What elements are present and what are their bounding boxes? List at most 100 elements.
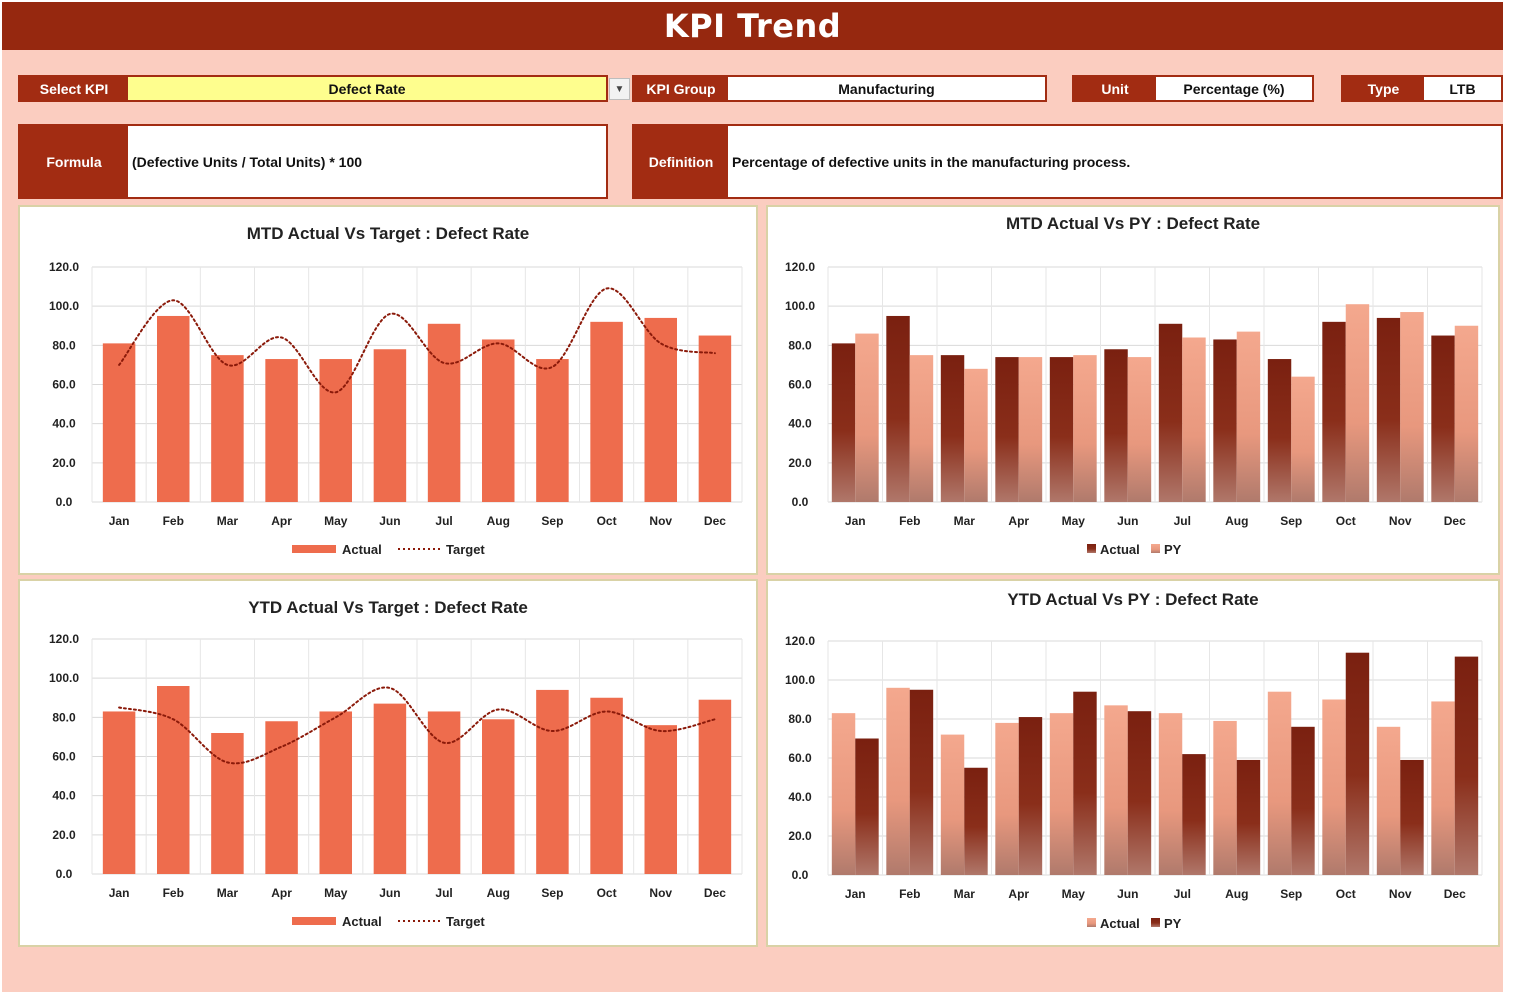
legend-label: Actual [342, 914, 382, 929]
x-tick-label: Jan [109, 514, 130, 528]
chart-ytd-actual-vs-py: YTD Actual Vs PY : Defect Rate 0.0 20.0 40.… [766, 579, 1500, 947]
y-tick-label: 80.0 [788, 712, 812, 726]
y-tick-label: 40.0 [788, 417, 812, 431]
x-tick-label: Apr [271, 514, 292, 528]
select-kpi-dropdown[interactable]: Defect Rate [128, 77, 606, 100]
bar-actual [482, 719, 515, 874]
x-tick-label: Aug [487, 886, 510, 900]
bar-actual [373, 349, 407, 502]
bar-py [909, 355, 934, 502]
x-tick-label: Jul [1174, 887, 1191, 901]
x-tick-label: Oct [597, 886, 617, 900]
legend-label: Actual [1100, 916, 1140, 931]
x-tick-label: Mar [954, 887, 976, 901]
bar-actual [482, 339, 515, 502]
y-tick-label: 0.0 [792, 868, 809, 882]
bar-actual [1267, 691, 1292, 875]
legend-label: Target [446, 914, 485, 929]
x-tick-label: Dec [1444, 887, 1466, 901]
bar-py [1018, 717, 1043, 875]
x-tick-label: Jan [109, 886, 130, 900]
bar-actual [698, 699, 732, 874]
bar-actual [319, 359, 352, 502]
y-tick-label: 120.0 [785, 260, 815, 274]
formula-label: Formula [20, 126, 128, 197]
bar-actual [211, 733, 244, 874]
bar-actual [1049, 713, 1074, 875]
kpi-group-label: KPI Group [634, 77, 728, 100]
y-tick-label: 20.0 [52, 828, 76, 842]
bar-actual [319, 711, 352, 874]
chart-svg: YTD Actual Vs Target : Defect Rate 0.0 20.… [49, 598, 743, 929]
legend-label: PY [1164, 916, 1182, 931]
type-label: Type [1343, 77, 1424, 100]
bar-actual [698, 335, 732, 502]
bar-actual [1431, 335, 1455, 502]
dropdown-arrow-icon[interactable]: ▼ [609, 78, 630, 100]
y-tick-label: 0.0 [792, 495, 809, 509]
bar-py [1127, 711, 1152, 875]
bar-actual [157, 315, 190, 502]
bar-actual [536, 359, 569, 502]
x-tick-label: Apr [271, 886, 292, 900]
bar-actual [590, 697, 623, 874]
y-tick-label: 120.0 [785, 634, 815, 648]
bar-py [1454, 325, 1479, 502]
y-tick-label: 80.0 [52, 710, 76, 724]
bar-py [909, 689, 934, 875]
y-tick-label: 100.0 [49, 299, 79, 313]
y-tick-label: 100.0 [785, 299, 815, 313]
y-tick-label: 60.0 [788, 378, 812, 392]
bar-actual [995, 722, 1019, 875]
x-tick-label: May [324, 886, 348, 900]
bar-actual [1322, 321, 1346, 502]
chart-legend: Actual PY [1087, 542, 1182, 557]
bar-actual [1431, 701, 1455, 875]
x-tick-label: Sep [541, 886, 563, 900]
definition-label: Definition [634, 126, 728, 197]
type-value: LTB [1424, 77, 1501, 100]
x-tick-label: Nov [1389, 887, 1412, 901]
kpi-group-value: Manufacturing [728, 77, 1045, 100]
x-tick-label: Jul [435, 886, 452, 900]
bar-py [1291, 726, 1315, 875]
y-tick-label: 40.0 [52, 789, 76, 803]
x-tick-label: Nov [649, 886, 672, 900]
x-tick-label: Oct [1336, 514, 1356, 528]
bar-actual [1213, 339, 1237, 502]
bar-actual [1049, 357, 1074, 502]
formula-block: Formula (Defective Units / Total Units) … [18, 124, 608, 199]
y-tick-label: 80.0 [788, 338, 812, 352]
x-tick-label: Jun [379, 886, 400, 900]
bar-py [1018, 357, 1043, 502]
bar-actual [1213, 720, 1237, 875]
unit-value: Percentage (%) [1156, 77, 1312, 100]
y-tick-label: 80.0 [52, 338, 76, 352]
x-tick-label: Sep [1280, 887, 1302, 901]
legend-label: Actual [1100, 542, 1140, 557]
x-tick-label: Nov [1389, 514, 1412, 528]
y-tick-label: 60.0 [52, 378, 76, 392]
x-tick-label: Mar [217, 886, 239, 900]
x-tick-label: Feb [899, 514, 920, 528]
x-tick-label: Aug [487, 514, 510, 528]
bar-actual [831, 343, 856, 502]
y-tick-label: 20.0 [788, 829, 812, 843]
chart-mtd-actual-vs-py: MTD Actual Vs PY : Defect Rate 0.0 20.0 40.… [766, 205, 1500, 575]
x-tick-label: Feb [163, 514, 184, 528]
x-tick-label: Sep [1280, 514, 1302, 528]
bar-actual [1376, 317, 1401, 502]
y-tick-label: 120.0 [49, 260, 79, 274]
definition-value: Percentage of defective units in the man… [728, 126, 1501, 197]
bar-py [1182, 754, 1206, 875]
x-tick-label: Mar [217, 514, 239, 528]
bar-actual [1376, 726, 1401, 875]
select-kpi-field: Select KPI Defect Rate [18, 75, 608, 102]
x-tick-label: Feb [899, 887, 920, 901]
bar-py [964, 767, 988, 875]
x-tick-label: Jan [845, 514, 866, 528]
bar-py [1073, 691, 1097, 875]
legend-swatch [1151, 544, 1160, 553]
bar-py [1291, 376, 1315, 502]
bar-py [1454, 656, 1479, 875]
